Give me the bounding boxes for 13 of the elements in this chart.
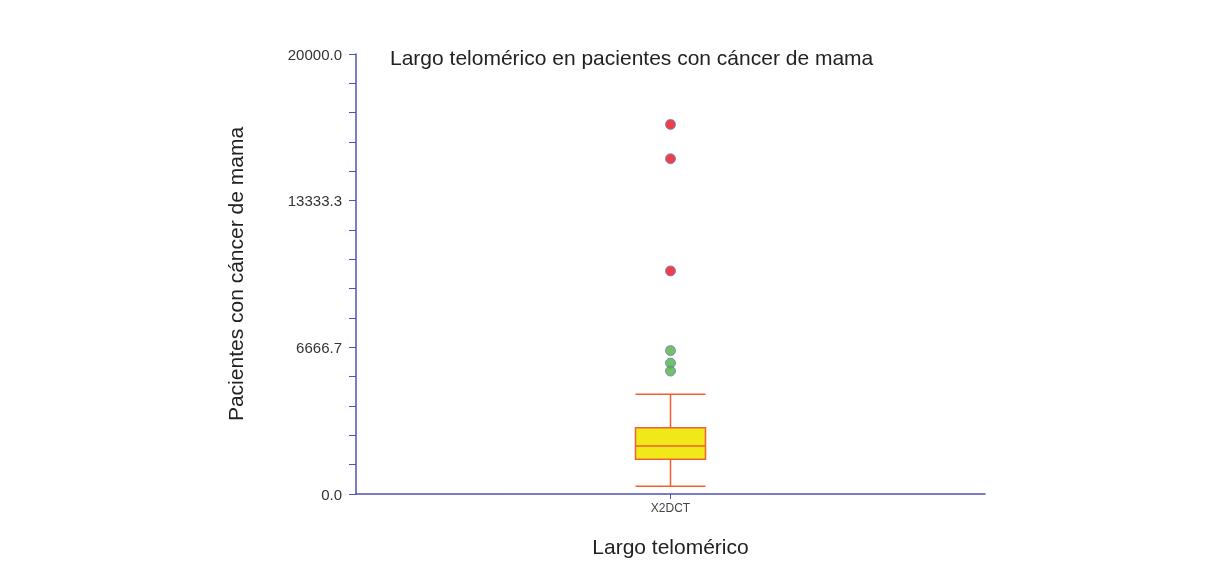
point: [665, 153, 676, 165]
point: [665, 118, 676, 130]
chart-title: Largo telomérico en pacientes con cáncer de mama: [390, 46, 874, 69]
y-tick-label: 0.0: [321, 485, 342, 503]
point: [665, 345, 676, 357]
y-tick-label: 20000.0: [287, 45, 342, 63]
y-tick-label: 13333.3: [287, 192, 342, 210]
y-axis-title: Pacientes con cáncer de mama: [224, 126, 247, 422]
x-axis-title: Largo telomérico: [592, 535, 749, 558]
y-tick-label: 6666.7: [296, 338, 342, 356]
point: [665, 365, 676, 377]
point: [665, 265, 676, 277]
x-tick-label: X2DCT: [650, 501, 691, 515]
